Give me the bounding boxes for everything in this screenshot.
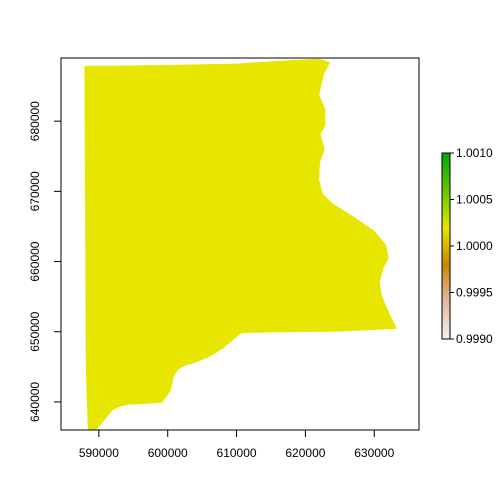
legend-tick-label: 1.0010 [456,146,493,160]
legend-color-bar [441,152,451,340]
y-tick-label: 640000 [28,382,42,422]
x-axis: 590000 600000 610000 620000 630000 [79,429,395,460]
y-tick-label: 680000 [28,101,42,141]
y-tick-label: 670000 [28,171,42,211]
x-tick-label: 610000 [217,446,257,460]
x-tick-label: 620000 [285,446,325,460]
y-tick-label: 660000 [28,241,42,281]
color-legend: 0.9990 0.9995 1.0000 1.0005 1.0010 [441,146,493,346]
y-axis: 640000 650000 660000 670000 680000 [28,101,62,422]
x-tick-label: 600000 [148,446,188,460]
legend-tick-label: 1.0005 [456,193,493,207]
legend-tick-label: 1.0000 [456,239,493,253]
legend-tick-label: 0.9995 [456,286,493,300]
x-tick-label: 630000 [354,446,394,460]
x-tick-label: 590000 [79,446,119,460]
raster-region [84,58,398,430]
map-region-group [84,58,398,430]
y-tick-label: 650000 [28,311,42,351]
legend-tick-label: 0.9990 [456,332,493,346]
